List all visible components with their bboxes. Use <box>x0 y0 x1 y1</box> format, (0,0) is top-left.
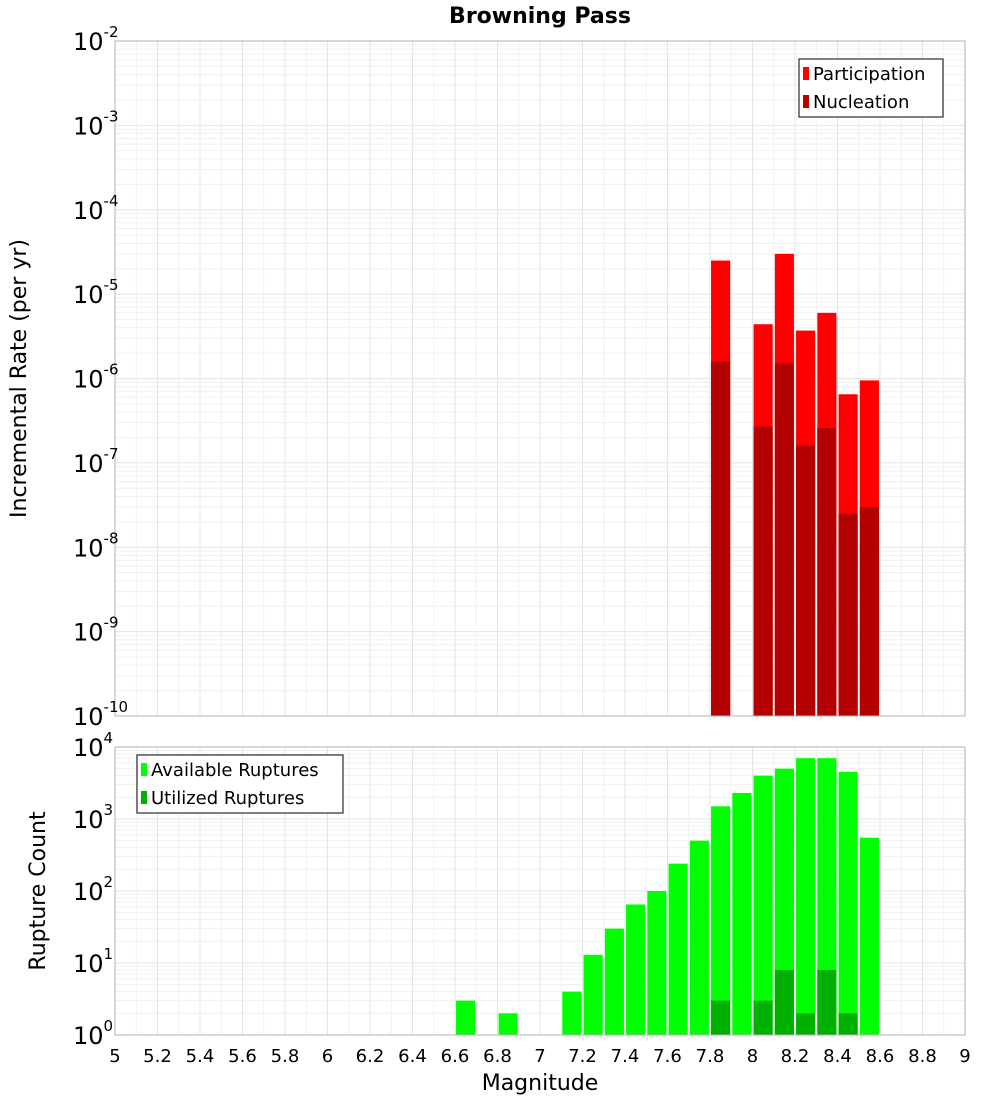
bar <box>732 792 752 1035</box>
y-tick-label: 10-8 <box>73 529 119 562</box>
panel-rate: 10-10 10-9 10-8 10-7 10-6 10-5 10-4 10-3 10-2 Inc… <box>7 4 966 731</box>
x-tick-label: 6.4 <box>398 1046 427 1067</box>
x-tick-label: 6.6 <box>441 1046 470 1067</box>
bar <box>817 969 837 1035</box>
x-tick-label: 6 <box>322 1046 333 1067</box>
y-tick-label: 104 <box>73 729 113 762</box>
x-tick-label: 7.8 <box>696 1046 725 1067</box>
y-tick-label: 10-7 <box>73 445 119 478</box>
x-tick-label: 8.4 <box>823 1046 852 1067</box>
x-tick-label: 5.4 <box>186 1046 215 1067</box>
bar <box>796 445 816 716</box>
legend-box <box>798 58 944 118</box>
legend-label: Nucleation <box>813 92 909 113</box>
bar <box>796 758 816 1035</box>
y-tick-label: 10-5 <box>73 276 119 309</box>
gridlines-rate <box>114 40 966 717</box>
x-tick-label: 8.6 <box>866 1046 895 1067</box>
bar <box>711 1000 731 1035</box>
panel-count: 100 101 102 103 104 Rupture Count Magnitude Ava… <box>26 729 966 1096</box>
x-tick-label: 8.8 <box>908 1046 937 1067</box>
bar <box>817 758 837 1035</box>
bar <box>753 1000 773 1035</box>
bar <box>498 1013 518 1035</box>
bar <box>689 840 709 1035</box>
legend-count: Available Ruptures Utilized Ruptures <box>136 754 344 814</box>
legend-swatch <box>803 67 809 80</box>
bar <box>859 506 879 716</box>
x-tick-label: 5.2 <box>143 1046 172 1067</box>
chart-title: Browning Pass <box>449 4 631 29</box>
bar <box>753 426 773 716</box>
plot-frame-rate <box>114 40 966 717</box>
y-tick-label: 10-6 <box>73 361 119 394</box>
bar <box>838 1013 858 1035</box>
x-tick-label: 7.4 <box>611 1046 640 1067</box>
legend-label: Available Ruptures <box>151 760 319 781</box>
y-tick-label: 10-9 <box>73 614 119 647</box>
x-tick-label: 6.8 <box>483 1046 512 1067</box>
bar <box>774 363 794 716</box>
y-tick-label: 10-3 <box>73 107 119 140</box>
bar <box>859 837 879 1035</box>
series-nucleation <box>711 361 879 716</box>
bar <box>838 513 858 716</box>
x-tick-label: 8.2 <box>781 1046 810 1067</box>
y-axis-label-rate: Incremental Rate (per yr) <box>7 239 32 518</box>
legend-swatch <box>141 791 147 804</box>
legend-swatch <box>803 95 809 108</box>
y-tick-label: 100 <box>73 1017 113 1050</box>
bar <box>583 954 603 1035</box>
series-available-ruptures <box>456 758 879 1035</box>
x-tick-label: 5 <box>109 1046 120 1067</box>
x-tick-label: 9 <box>959 1046 970 1067</box>
legend-label: Participation <box>813 64 925 85</box>
y-axis-label-count: Rupture Count <box>26 811 51 971</box>
bar <box>817 427 837 716</box>
bar <box>711 361 731 716</box>
x-tick-label: 7.6 <box>653 1046 682 1067</box>
bar <box>626 904 646 1035</box>
y-tick-labels-count: 100 101 102 103 104 <box>73 729 113 1050</box>
bar <box>753 775 773 1035</box>
y-tick-label: 101 <box>73 945 113 978</box>
bar <box>796 1013 816 1035</box>
bar <box>456 1000 476 1035</box>
x-axis-label: Magnitude <box>482 1071 599 1096</box>
x-tick-label: 6.2 <box>356 1046 385 1067</box>
plot-frame-count <box>114 746 966 1036</box>
y-tick-label: 10-2 <box>73 23 119 56</box>
legend-label: Utilized Ruptures <box>151 788 304 809</box>
series-utilized-ruptures <box>711 969 858 1035</box>
bar <box>838 771 858 1035</box>
y-tick-label: 10-10 <box>73 698 128 731</box>
bar <box>711 806 731 1035</box>
x-tick-label: 7.2 <box>568 1046 597 1067</box>
x-tick-label: 7 <box>534 1046 545 1067</box>
legend-swatch <box>141 763 147 776</box>
legend-box <box>136 754 344 814</box>
bar <box>562 991 582 1035</box>
bar <box>647 891 667 1035</box>
y-tick-label: 10-4 <box>73 192 119 225</box>
y-tick-label: 103 <box>73 801 113 834</box>
x-tick-label: 8 <box>747 1046 758 1067</box>
legend-rate: Participation Nucleation <box>798 58 944 118</box>
bar <box>774 969 794 1035</box>
bar <box>604 928 624 1035</box>
bar <box>668 863 688 1035</box>
x-tick-label: 5.6 <box>228 1046 257 1067</box>
y-tick-label: 102 <box>73 873 113 906</box>
x-tick-label: 5.8 <box>271 1046 300 1067</box>
bar <box>774 768 794 1035</box>
y-tick-labels-rate: 10-10 10-9 10-8 10-7 10-6 10-5 10-4 10-3 10-2 <box>73 23 128 731</box>
x-tick-labels: 5 5.2 5.4 5.6 5.8 6 6.2 6.4 6.6 6.8 7 7.2 7.4 7.6 7.8 8… <box>109 1046 970 1067</box>
